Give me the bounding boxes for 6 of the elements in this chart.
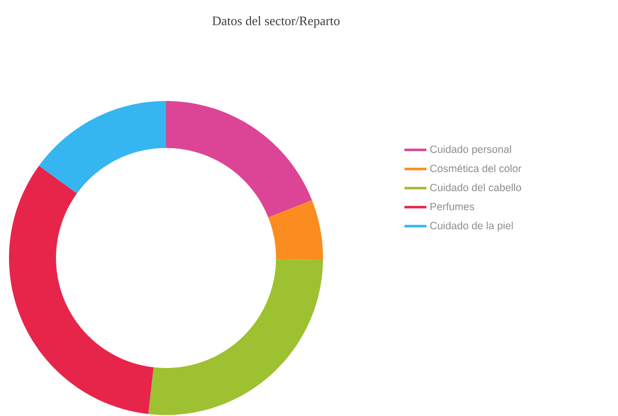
legend-label: Cuidado personal <box>430 145 511 156</box>
legend-label: Cuidado del cabello <box>430 184 522 192</box>
chart-title: Datos del sector/Reparto <box>212 16 340 28</box>
legend-label: Cuidado de la piel <box>430 222 513 232</box>
legend-label: Perfumes <box>430 202 474 210</box>
legend-label: Cosmética del color <box>430 164 522 172</box>
